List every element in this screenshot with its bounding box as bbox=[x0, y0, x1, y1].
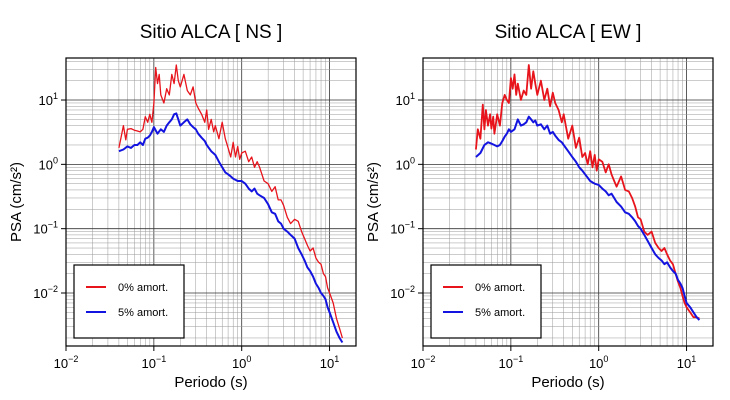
chart-1-legend-box bbox=[73, 264, 185, 339]
chart-2-plot-frame bbox=[422, 57, 714, 347]
chart-1-grid bbox=[65, 58, 357, 346]
chart-1-x-tick-label: 101 bbox=[320, 354, 339, 371]
chart-1-x-axis-label: Periodo (s) bbox=[174, 374, 247, 391]
chart-2-y-tick-label: 10−2 bbox=[390, 284, 415, 301]
chart-1-plot-frame bbox=[65, 57, 357, 347]
chart-2-legend: 0% amort. 5% amort. bbox=[430, 264, 542, 339]
chart-2: 10−2 10−1 100 101 10−2 10−1 100 101 Sitio ALCA [… bbox=[365, 22, 714, 391]
chart-2-x-tick-label: 10−2 bbox=[411, 354, 436, 371]
chart-1-legend-label: 5% amort. bbox=[118, 307, 168, 319]
chart-2-y-tick-label: 10−1 bbox=[390, 220, 415, 237]
chart-2-x-tick-label: 101 bbox=[677, 354, 696, 371]
chart-1-x-tick-label: 100 bbox=[232, 354, 251, 371]
chart-1-y-tick-label: 10−1 bbox=[33, 220, 58, 237]
chart-2-legend-label: 0% amort. bbox=[475, 282, 525, 294]
chart-1: 10−2 10−1 100 101 10−2 10−1 100 101 Sitio ALCA [… bbox=[8, 22, 357, 391]
chart-1-x-tick-label: 10−1 bbox=[141, 354, 166, 371]
chart-1-legend-label: 0% amort. bbox=[118, 282, 168, 294]
chart-2-y-tick-label: 101 bbox=[396, 91, 415, 108]
chart-1-y-tick-label: 100 bbox=[39, 155, 58, 172]
chart-1-y-axis-label: PSA (cm/s²) bbox=[8, 162, 25, 242]
chart-1-x-tick-label: 10−2 bbox=[54, 354, 79, 371]
chart-2-series-blue-line bbox=[475, 115, 701, 321]
chart-1-series-blue-line bbox=[118, 112, 344, 344]
chart-2-legend-box bbox=[430, 264, 542, 339]
chart-1-title: Sitio ALCA [ NS ] bbox=[140, 22, 283, 43]
chart-2-series-red-line bbox=[475, 64, 700, 320]
chart-1-y-tick-label: 101 bbox=[39, 91, 58, 108]
chart-1-legend: 0% amort. 5% amort. bbox=[73, 264, 185, 339]
chart-2-x-axis-label: Periodo (s) bbox=[531, 374, 604, 391]
chart-2-x-tick-label: 10−1 bbox=[498, 354, 523, 371]
chart-1-y-tick-label: 10−2 bbox=[33, 284, 58, 301]
chart-2-y-axis-label: PSA (cm/s²) bbox=[365, 162, 382, 242]
chart-2-legend-label: 5% amort. bbox=[475, 307, 525, 319]
chart-1-series-red-line bbox=[118, 64, 344, 339]
chart-2-y-tick-label: 100 bbox=[396, 155, 415, 172]
chart-2-title: Sitio ALCA [ EW ] bbox=[495, 22, 642, 43]
chart-2-x-tick-label: 100 bbox=[589, 354, 608, 371]
